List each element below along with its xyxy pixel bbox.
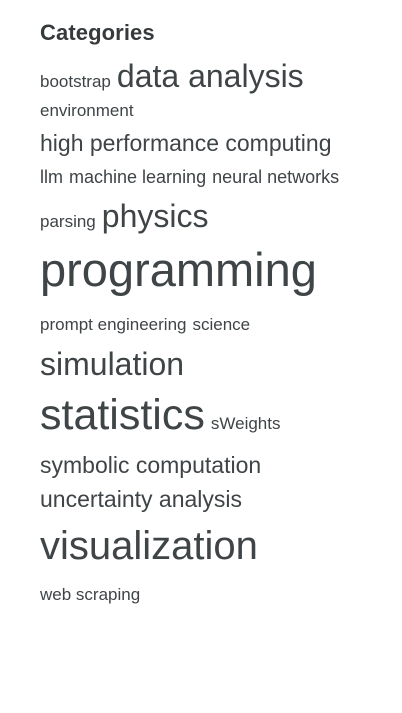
tag-high-performance-computing[interactable]: high performance computing: [40, 130, 332, 156]
tag-statistics[interactable]: statistics: [40, 391, 205, 439]
tag-machine-learning[interactable]: machine learning: [69, 167, 207, 187]
tag-environment[interactable]: environment: [40, 101, 134, 120]
tag-parsing[interactable]: parsing: [40, 212, 96, 231]
categories-title: Categories: [40, 20, 155, 45]
tag-uncertainty-analysis[interactable]: uncertainty analysis: [40, 486, 242, 512]
tag-llm[interactable]: llm: [40, 167, 63, 187]
tag-symbolic-computation[interactable]: symbolic computation: [40, 452, 262, 478]
tag-sweights[interactable]: sWeights: [210, 414, 281, 433]
tag-data-analysis[interactable]: data analysis: [116, 58, 304, 94]
tag-prompt-engineering[interactable]: prompt engineering: [40, 315, 187, 334]
category-tag-cloud: bootstrap data analysis environment high …: [40, 60, 370, 614]
tag-bootstrap[interactable]: bootstrap: [40, 72, 111, 91]
tag-simulation[interactable]: simulation: [40, 346, 185, 382]
tag-visualization[interactable]: visualization: [40, 524, 258, 568]
tag-web-scraping[interactable]: web scraping: [40, 585, 141, 604]
categories-sidebar: Categories bootstrap data analysis enviro…: [40, 20, 370, 614]
tag-science[interactable]: science: [192, 315, 251, 334]
tag-programming[interactable]: programming: [40, 243, 317, 296]
tag-physics[interactable]: physics: [101, 198, 209, 234]
tag-neural-networks[interactable]: neural networks: [212, 167, 340, 187]
